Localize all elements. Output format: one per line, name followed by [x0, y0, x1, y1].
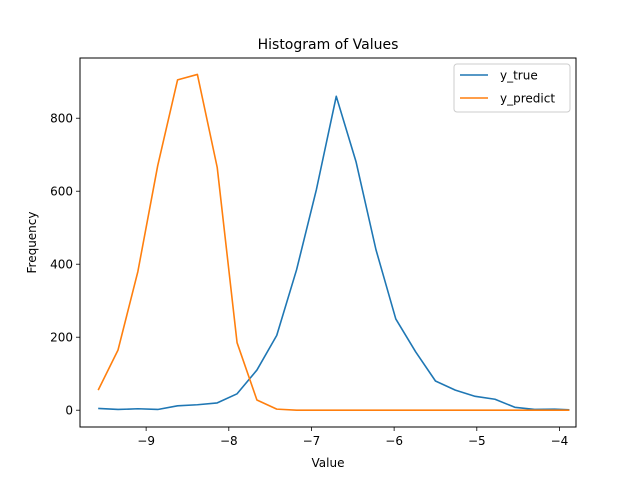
x-axis-ticks: −9 −8 −7 −6 −5 −4: [137, 427, 568, 448]
chart-title: Histogram of Values: [258, 37, 399, 53]
legend-box: [453, 63, 571, 113]
x-axis-label: Value: [312, 456, 345, 470]
y-tick-label: 400: [50, 258, 73, 272]
x-tick-label: −4: [551, 434, 569, 448]
legend-label-y-true: y_true: [500, 69, 538, 83]
x-tick-label: −6: [385, 434, 403, 448]
x-tick-label: −5: [468, 434, 486, 448]
y-tick-label: 800: [50, 112, 73, 126]
y-tick-label: 200: [50, 331, 73, 345]
y-tick-label: 0: [65, 404, 73, 418]
plot-lines: [97, 73, 570, 412]
legend-label-y-predict: y_predict: [500, 92, 555, 106]
legend: y_true y_predict: [453, 63, 571, 113]
x-tick-label: −9: [137, 434, 155, 448]
y-axis-label: Frequency: [25, 212, 39, 274]
series-line-y-true: [98, 95, 570, 411]
y-tick-label: 600: [50, 185, 73, 199]
x-tick-label: −8: [220, 434, 238, 448]
series-line-y-predict: [97, 73, 570, 412]
plot-frame: [79, 57, 577, 428]
x-tick-label: −7: [303, 434, 321, 448]
y-axis-ticks: 0 200 400 600 800: [50, 112, 80, 418]
